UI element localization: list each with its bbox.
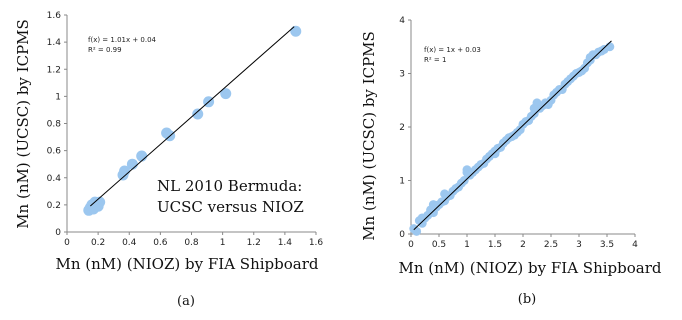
panel-b-data-point — [529, 103, 539, 113]
panel-a-x-tick-label: 1.4 — [278, 238, 293, 248]
panel-a-data-point — [192, 108, 204, 120]
panel-b-x-tick-label: 3 — [576, 240, 582, 250]
panel-a-data-point — [290, 25, 302, 37]
panel-a-x-tick-label: 0.8 — [184, 238, 199, 248]
panel-b-data-point — [440, 189, 450, 199]
panel-a-data-point — [220, 88, 232, 100]
panel-a-x-ticks: 0 0.2 0.4 0.6 0.8 1 1.2 1.4 1.6 — [64, 232, 323, 248]
panel-a-x-tick-label: 1 — [220, 238, 226, 248]
panel-a-trendline — [90, 26, 295, 207]
panel-b-data-point — [412, 226, 422, 236]
panel-a-data-point — [136, 150, 148, 162]
panel-b-x-tick-label: 0.5 — [432, 240, 446, 250]
panel-a-equation: f(x) = 1.01x + 0.04 — [88, 36, 157, 44]
panel-a-y-tick-label: 1.4 — [47, 38, 62, 48]
panel-b-y-ticks: 0 1 2 3 4 — [399, 16, 411, 240]
panel-b-caption: (b) — [518, 292, 536, 307]
panel-a-x-tick-label: 1.6 — [309, 238, 324, 248]
panel-a-y-ticks: 0 0.2 0.4 0.6 0.8 1 1.2 1.4 1.6 — [47, 11, 67, 238]
panel-a-r2: R² = 0.99 — [88, 46, 122, 54]
panel-a-points — [83, 25, 302, 216]
panel-b-x-tick-label: 0 — [408, 240, 414, 250]
panel-a-x-tick-label: 0.6 — [153, 238, 168, 248]
panel-b-data-point — [605, 42, 615, 52]
panel-b-y-tick-label: 4 — [399, 16, 405, 26]
panel-a-y-tick-label: 0.4 — [47, 174, 62, 184]
panel-a-x-tick-label: 0.2 — [91, 238, 105, 248]
panel-b-x-tick-label: 3.5 — [600, 240, 614, 250]
panel-a-x-tick-label: 0 — [64, 238, 70, 248]
panel-b-x-tick-label: 1 — [464, 240, 470, 250]
panel-a-y-tick-label: 1.2 — [47, 65, 61, 75]
panel-b-points — [409, 42, 615, 236]
panel-b-x-tick-label: 1.5 — [488, 240, 502, 250]
chart-panel-b: 0 0.5 1 1.5 2 2.5 3 3.5 4 0 1 2 3 4 f(x) = 1x + 0.03… — [360, 16, 662, 307]
panel-b-trendline — [413, 40, 612, 231]
panel-b-x-tick-label: 2 — [520, 240, 526, 250]
panel-b-y-tick-label: 0 — [399, 230, 405, 240]
panel-a-y-tick-label: 0.2 — [47, 201, 61, 211]
panel-b-r2: R² = 1 — [424, 56, 446, 64]
panel-b-data-point — [462, 167, 472, 177]
panel-b-y-tick-label: 2 — [399, 123, 405, 133]
panel-a-y-tick-label: 1 — [55, 92, 61, 102]
panel-a-data-point — [126, 158, 138, 170]
panel-a-y-tick-label: 0.8 — [47, 120, 62, 130]
panel-a-y-tick-label: 1.6 — [47, 11, 62, 21]
panel-a-x-label: Mn (nM) (NIOZ) by FIA Shipboard — [56, 255, 319, 273]
panel-b-data-point — [428, 200, 438, 210]
panel-b-x-label: Mn (nM) (NIOZ) by FIA Shipboard — [399, 259, 662, 277]
panel-b-data-point — [459, 176, 469, 185]
panel-b-y-label: Mn (nM) (UCSC) by ICPMS — [360, 31, 378, 241]
panel-a-data-point — [94, 196, 106, 208]
panel-a-x-tick-label: 1.2 — [247, 238, 261, 248]
panel-a-x-tick-label: 0.4 — [122, 238, 137, 248]
panel-a-y-tick-label: 0.6 — [47, 147, 62, 157]
panel-b-y-tick-label: 1 — [399, 177, 405, 187]
panel-a-caption: (a) — [177, 294, 195, 309]
panel-b-x-ticks: 0 0.5 1 1.5 2 2.5 3 3.5 4 — [408, 234, 638, 250]
panel-b-y-tick-label: 3 — [399, 70, 405, 80]
chart-panel-a: 0 0.2 0.4 0.6 0.8 1 1.2 1.4 1.6 0 0.2 0.4 0.6 0.8 1 1.… — [14, 11, 323, 309]
panel-a-y-tick-label: 0 — [55, 228, 61, 238]
panel-b-data-point — [490, 149, 500, 159]
panel-a-annotation-line2: UCSC versus NIOZ — [157, 198, 304, 216]
panel-b-x-tick-label: 2.5 — [544, 240, 558, 250]
panel-a-y-label: Mn (nM) (UCSC) by ICPMS — [14, 19, 32, 229]
panel-b-data-point — [585, 55, 595, 65]
panel-b-equation: f(x) = 1x + 0.03 — [424, 46, 481, 54]
panel-b-x-tick-label: 4 — [632, 240, 638, 250]
panel-a-annotation-line1: NL 2010 Bermuda: — [157, 177, 302, 195]
